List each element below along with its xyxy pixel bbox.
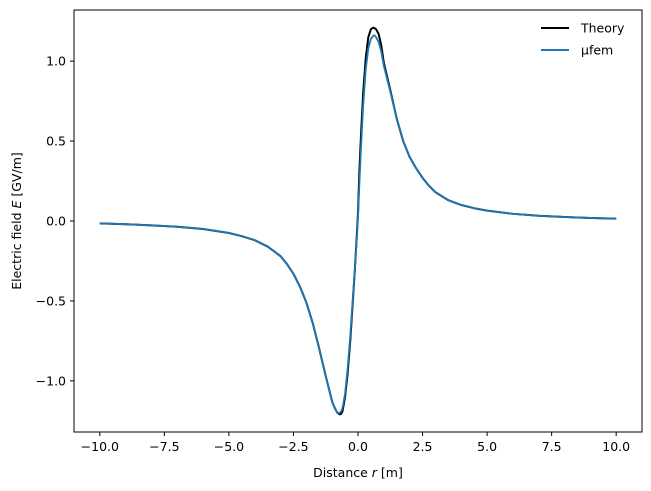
x-axis-label-suffix: [m]: [377, 465, 403, 480]
x-tick-label: 5.0: [477, 439, 497, 454]
legend-label-mufem: μfem: [581, 43, 613, 58]
x-axis-label-prefix: Distance: [313, 465, 372, 480]
legend: Theory μfem: [541, 21, 625, 58]
y-axis-label-suffix: [GV/m]: [9, 152, 24, 200]
x-axis-label-var: r: [372, 465, 378, 480]
y-tick-label: 0.0: [46, 214, 66, 229]
series-line-mufem: [99, 34, 617, 414]
x-tick-label: 2.5: [413, 439, 433, 454]
y-axis-label: Electric field E [GV/m]: [9, 152, 24, 290]
x-tick-label: −10.0: [81, 439, 119, 454]
y-tick-label: 0.5: [46, 134, 66, 149]
x-axis-label: Distance r [m]: [313, 465, 403, 480]
x-tick-label: −5.0: [214, 439, 244, 454]
x-tick-label: −2.5: [278, 439, 308, 454]
y-axis-label-prefix: Electric field: [9, 209, 24, 290]
y-tick-label: −1.0: [36, 373, 66, 388]
x-axis: −10.0 −7.5 −5.0 −2.5 0.0 2.5 5.0 7.5 10.0: [81, 432, 630, 454]
y-tick-label: −0.5: [36, 293, 66, 308]
y-axis-label-var: E: [9, 201, 24, 209]
y-axis: −1.0 −0.5 0.0 0.5 1.0: [36, 54, 74, 388]
x-tick-label: 10.0: [602, 439, 630, 454]
legend-label-theory: Theory: [580, 21, 625, 36]
x-tick-label: −7.5: [149, 439, 179, 454]
y-tick-label: 1.0: [46, 54, 66, 69]
x-tick-label: 0.0: [348, 439, 368, 454]
x-tick-label: 7.5: [542, 439, 562, 454]
series-layer: [99, 26, 617, 416]
